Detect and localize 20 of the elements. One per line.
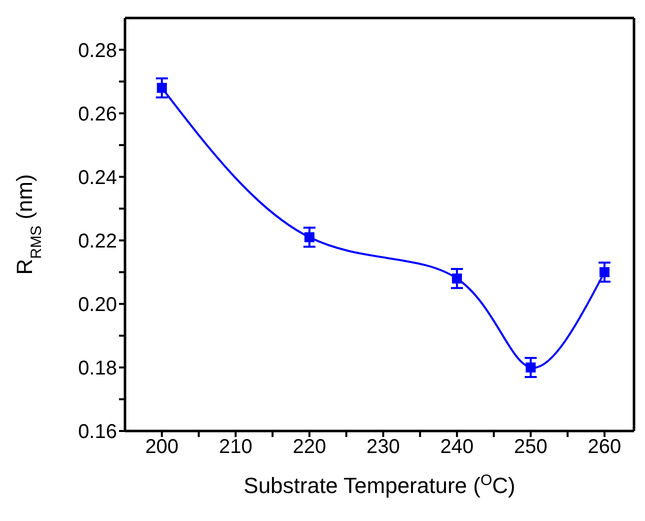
y-tick-label: 0.20 (78, 294, 117, 316)
point (599, 267, 610, 278)
y-tick-label: 0.16 (78, 421, 117, 444)
point (156, 82, 167, 93)
point (304, 232, 314, 242)
x-tick-label: 210 (218, 436, 252, 458)
y-tick-label: 0.26 (78, 103, 117, 126)
x-tick-label: 200 (145, 436, 179, 458)
x-tick-label: 250 (514, 436, 548, 458)
point (452, 274, 462, 284)
y-tick-label: 0.28 (78, 40, 117, 62)
x-tick-label: 230 (366, 436, 400, 458)
y-tick-label: 0.18 (78, 358, 117, 380)
x-tick-label: 260 (588, 436, 622, 458)
x-axis-title: Substrate Temperature ($^{O}$C) (244, 472, 516, 498)
y-tick-label: 0.24 (78, 166, 117, 189)
point (526, 362, 536, 372)
x-tick-label: 240 (440, 436, 474, 458)
x-tick-label: 220 (292, 436, 326, 458)
y-tick-label: 0.22 (78, 230, 117, 252)
